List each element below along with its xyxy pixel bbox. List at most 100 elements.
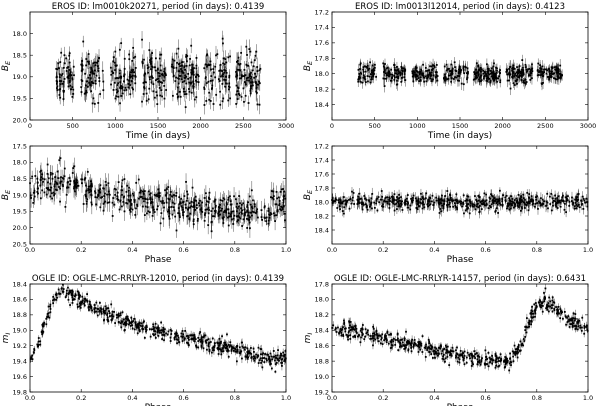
data-point (515, 79, 518, 82)
data-point (506, 205, 509, 208)
data-point (156, 195, 158, 198)
data-point (362, 66, 365, 68)
data-point (338, 205, 341, 208)
data-point (542, 202, 545, 205)
data-point (486, 63, 488, 66)
data-point (462, 66, 465, 69)
data-point (348, 207, 351, 210)
data-point (482, 69, 485, 72)
data-point (431, 194, 434, 197)
data-point (391, 73, 394, 76)
data-point (195, 80, 198, 83)
data-point (443, 65, 446, 68)
data-point (61, 73, 64, 75)
data-point (143, 200, 145, 203)
data-point (385, 74, 388, 77)
data-point (403, 76, 406, 79)
data-point (460, 200, 463, 203)
data-point (150, 202, 152, 204)
data-point (535, 198, 538, 201)
data-point (193, 67, 195, 70)
data-point (58, 186, 60, 188)
data-point (221, 100, 224, 103)
data-point (229, 215, 231, 218)
data-point (67, 75, 70, 77)
data-point (270, 213, 273, 215)
data-point (65, 57, 68, 60)
data-point (510, 195, 513, 198)
data-point (421, 196, 424, 198)
y-tick-label: 18.5 (13, 52, 27, 60)
data-point (167, 186, 170, 188)
data-point (255, 87, 258, 90)
data-point (207, 212, 210, 215)
data-point (238, 94, 241, 97)
data-point (506, 79, 509, 82)
data-point (59, 157, 62, 160)
data-point (188, 88, 190, 90)
data-point (358, 75, 361, 78)
data-point (492, 199, 494, 201)
data-point (191, 73, 193, 76)
data-point (177, 77, 179, 80)
data-point (528, 202, 531, 205)
data-point (541, 65, 544, 68)
data-point (523, 201, 526, 204)
data-point (531, 67, 534, 70)
data-point (92, 82, 95, 85)
data-point (122, 196, 125, 199)
x-axis-title: Phase (145, 255, 172, 265)
data-point (377, 196, 380, 198)
data-point (421, 72, 424, 75)
data-point (192, 87, 195, 89)
data-point (117, 82, 120, 85)
data-point (208, 197, 210, 199)
data-point (163, 70, 165, 73)
data-point (400, 80, 403, 83)
data-point (132, 46, 135, 49)
data-point (550, 209, 553, 212)
data-point (432, 74, 435, 77)
data-point (96, 61, 99, 64)
data-point (466, 207, 469, 210)
data-point (150, 62, 153, 65)
y-tick-label: 17.2 (315, 8, 329, 16)
data-point (564, 202, 566, 205)
data-point (275, 214, 277, 217)
data-point (445, 63, 448, 66)
data-point (548, 68, 550, 71)
data-point (368, 200, 371, 203)
data-point (143, 197, 146, 200)
data-point (115, 95, 118, 98)
data-point (436, 79, 439, 82)
data-point (252, 65, 255, 68)
data-point (339, 198, 341, 201)
data-point (170, 206, 173, 208)
data-point (227, 56, 230, 59)
data-point (444, 195, 447, 197)
data-point (550, 72, 553, 75)
data-point (241, 225, 243, 227)
data-point (369, 73, 372, 76)
data-point (516, 202, 519, 205)
data-point (179, 201, 182, 204)
data-point (84, 177, 86, 180)
data-point (542, 72, 545, 75)
data-point (383, 66, 386, 69)
data-point (222, 62, 224, 65)
data-point (433, 201, 436, 204)
data-point (469, 204, 472, 207)
data-point (253, 211, 255, 214)
data-point (407, 206, 410, 209)
data-point (478, 211, 481, 214)
data-point (390, 68, 393, 71)
data-point (459, 70, 462, 73)
data-point (238, 195, 240, 197)
data-point (517, 206, 520, 208)
y-tick-label: 19.0 (13, 73, 27, 81)
data-point (550, 76, 553, 78)
data-point (455, 76, 458, 79)
data-point (196, 219, 199, 222)
data-point (88, 81, 91, 84)
data-point (489, 197, 492, 200)
